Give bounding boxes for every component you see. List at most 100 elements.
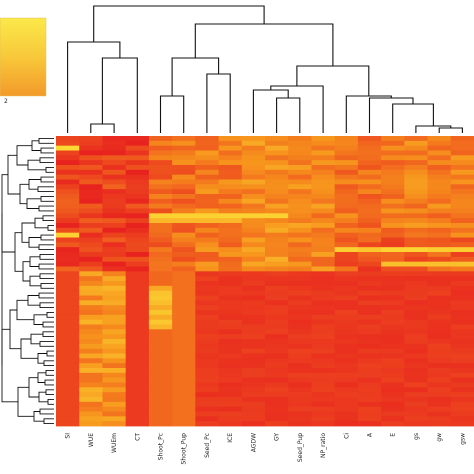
heatmap-cell	[218, 266, 243, 272]
heatmap-cell	[195, 310, 219, 316]
heatmap-cell	[404, 155, 428, 161]
heatmap-cell	[334, 266, 359, 272]
heatmap-cell	[218, 387, 243, 393]
heatmap-cell	[427, 261, 452, 267]
heatmap-cell	[427, 223, 452, 229]
heatmap-cell	[79, 310, 103, 316]
heatmap-cell	[450, 377, 474, 383]
dendrogram-link	[44, 379, 54, 386]
heatmap-cell	[195, 339, 219, 345]
heatmap-cell	[56, 290, 80, 296]
heatmap-cell	[288, 165, 312, 171]
heatmap-cell	[195, 232, 219, 238]
heatmap-cell	[79, 145, 103, 151]
heatmap-cell	[241, 324, 266, 330]
heatmap-cell	[265, 213, 289, 219]
heatmap-cell	[381, 194, 405, 200]
heatmap-cell	[172, 281, 196, 287]
heatmap-cell	[195, 227, 219, 234]
heatmap-cell	[148, 252, 173, 258]
heatmap-cell	[288, 189, 312, 195]
dendrogram-link	[16, 299, 34, 321]
heatmap-cell	[148, 358, 173, 364]
heatmap-cell	[288, 256, 312, 263]
heatmap-cell	[311, 247, 336, 253]
heatmap-cell	[148, 285, 173, 292]
heatmap-cell	[172, 348, 196, 354]
heatmap-cell	[357, 189, 382, 195]
heatmap-cell	[148, 189, 173, 195]
heatmap-cell	[265, 223, 289, 229]
heatmap-cell	[288, 242, 312, 248]
heatmap-cell	[125, 184, 150, 190]
heatmap-cell	[311, 213, 336, 219]
heatmap-cell	[56, 271, 80, 277]
heatmap-cell	[427, 252, 452, 258]
heatmap-cell	[450, 314, 474, 321]
heatmap-cell	[357, 319, 382, 325]
heatmap-cell	[427, 247, 452, 253]
heatmap-cell	[265, 310, 289, 316]
heatmap-cell	[218, 208, 243, 214]
heatmap-cell	[218, 165, 243, 171]
heatmap-cell	[218, 377, 243, 383]
heatmap-cell	[241, 145, 266, 151]
heatmap-cell	[56, 421, 80, 427]
heatmap-cell	[381, 421, 405, 427]
heatmap-cell	[148, 421, 173, 427]
heatmap-cell	[79, 411, 103, 417]
heatmap-cell	[288, 406, 312, 412]
heatmap-cell	[265, 150, 289, 156]
heatmap-cell	[311, 324, 336, 330]
dendrogram-link	[438, 127, 463, 133]
heatmap-cell	[195, 247, 219, 253]
column-labels: SI WUE WUEm CT Shoot_Pc Shoot_Pup Seed_Pc ICE AG…	[65, 432, 467, 464]
heatmap-cell	[404, 198, 428, 205]
heatmap-cell	[218, 223, 243, 229]
heatmap-cell	[195, 348, 219, 354]
heatmap-grid	[56, 136, 474, 427]
column-label: GY	[274, 433, 281, 441]
heatmap-cell	[404, 237, 428, 243]
heatmap-cell	[241, 169, 266, 176]
dendrogram-link	[252, 89, 289, 133]
heatmap-cell	[241, 285, 266, 292]
heatmap-cell	[79, 416, 103, 422]
dendrogram-link	[40, 195, 54, 202]
heatmap-cell	[79, 218, 103, 224]
heatmap-cell	[102, 261, 127, 267]
heatmap-cell	[334, 348, 359, 354]
heatmap-cell	[288, 150, 312, 156]
heatmap-cell	[148, 372, 173, 379]
heatmap-cell	[195, 281, 219, 287]
heatmap-cell	[56, 223, 80, 229]
heatmap-cell	[102, 179, 127, 185]
heatmap-cell	[450, 198, 474, 205]
heatmap-cell	[102, 198, 127, 205]
heatmap-cell	[450, 358, 474, 364]
heatmap-cell	[172, 411, 196, 417]
dendrogram-link	[34, 217, 48, 229]
heatmap-cell	[381, 348, 405, 354]
heatmap-cell	[195, 397, 219, 403]
heatmap-cell	[427, 392, 452, 398]
heatmap-cell	[381, 372, 405, 379]
heatmap-cell	[381, 397, 405, 403]
heatmap-cell	[450, 261, 474, 267]
heatmap-cell	[427, 368, 452, 374]
heatmap-cell	[265, 271, 289, 277]
heatmap-cell	[288, 319, 312, 325]
heatmap-cell	[404, 184, 428, 190]
dendrogram-link	[46, 311, 54, 318]
heatmap-cell	[334, 232, 359, 238]
heatmap-cell	[195, 266, 219, 272]
heatmap-cell	[311, 271, 336, 277]
heatmap-cell	[241, 348, 266, 354]
heatmap-cell	[334, 392, 359, 398]
heatmap-cell	[56, 382, 80, 388]
heatmap-cell	[102, 184, 127, 190]
heatmap-cell	[381, 411, 405, 417]
heatmap-cell	[404, 266, 428, 272]
heatmap-cell	[357, 223, 382, 229]
heatmap-cell	[218, 179, 243, 185]
